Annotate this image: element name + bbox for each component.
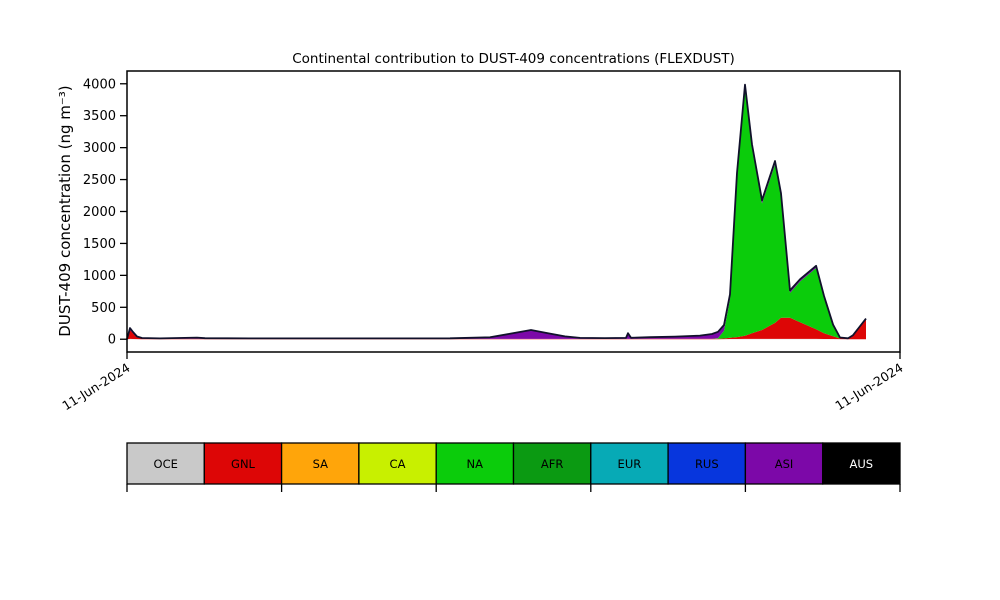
legend-label-EUR: EUR: [618, 457, 642, 471]
x-axis: 11-Jun-2024 11-Jun-2024: [59, 352, 906, 414]
legend-label-GNL: GNL: [231, 457, 256, 471]
y-tick-label: 3000: [83, 141, 116, 156]
x-tick-label: 11-Jun-2024: [59, 360, 132, 414]
total-line: [126, 83, 867, 340]
y-tick-label: 1000: [83, 269, 116, 284]
legend-swatch-OCE: [126, 442, 205, 485]
y-tick-label: 1500: [83, 237, 116, 252]
legend-swatch-SA: [280, 442, 360, 485]
areas: [127, 84, 866, 340]
legend-swatch-AUS: [822, 442, 901, 485]
legend-swatch-ASI: [744, 442, 824, 485]
y-tick-label: 2000: [83, 205, 116, 220]
area-NA: [127, 88, 866, 340]
y-axis: 0 500 1000 1500 2000 2500 3000 3500 4000: [83, 77, 127, 348]
legend-swatch-CA: [358, 442, 437, 485]
legend-label-NA: NA: [467, 457, 484, 471]
legend-label-RUS: RUS: [695, 457, 719, 471]
x-tick-label: 11-Jun-2024: [832, 360, 905, 414]
legend-label-AUS: AUS: [850, 457, 874, 471]
legend-swatch-GNL: [203, 442, 283, 485]
y-tick-label: 500: [91, 301, 116, 316]
y-tick-label: 3500: [83, 109, 116, 124]
legend-swatch-NA: [435, 442, 515, 485]
legend-label-CA: CA: [390, 457, 406, 471]
legend-label-SA: SA: [313, 457, 329, 471]
legend: OCE GNL SA CA NA AFR EUR RUS ASI AUS: [126, 442, 901, 492]
y-tick-label: 2500: [83, 173, 116, 188]
legend-swatch-AFR: [512, 442, 592, 485]
y-tick-label: 4000: [83, 77, 116, 92]
area-GNL: [127, 317, 866, 340]
y-tick-label: 0: [108, 333, 116, 348]
legend-label-OCE: OCE: [154, 457, 178, 471]
legend-swatch-RUS: [667, 442, 747, 485]
legend-label-ASI: ASI: [775, 457, 794, 471]
legend-label-AFR: AFR: [541, 457, 563, 471]
chart-title: Continental contribution to DUST-409 con…: [292, 51, 735, 67]
